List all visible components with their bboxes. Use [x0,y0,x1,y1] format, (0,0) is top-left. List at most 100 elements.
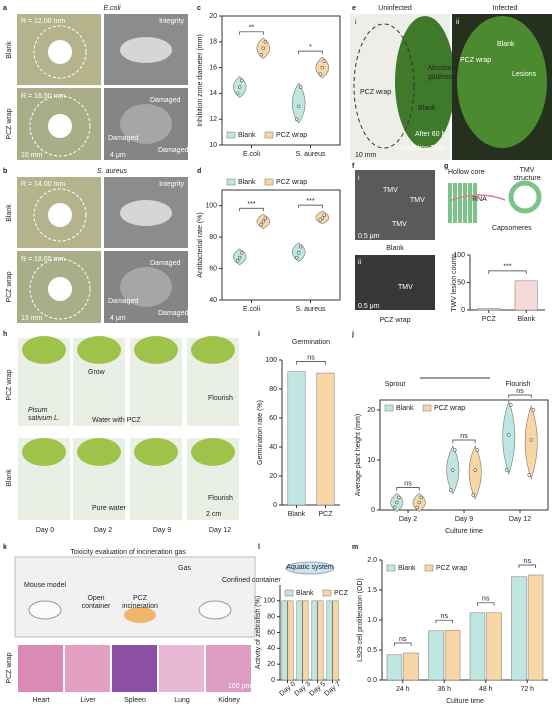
legend-label: PCZ wrap [276,179,307,186]
legend-label: Blank [396,405,414,412]
plot-frame [379,399,549,511]
y-tick-label: 10 [367,457,375,464]
leaf [457,16,547,148]
sprouts [191,438,235,466]
panel-label: i [258,331,260,338]
legend-swatch [284,589,294,597]
data-point [509,403,513,407]
panel-label: g [444,163,448,170]
sig-bracket [477,602,495,606]
sprouts [77,438,121,466]
x-tick-label: 36 h [437,686,451,693]
histology [112,645,157,692]
legend-label: PCZ wrap [434,405,465,412]
sig-bracket [239,207,264,212]
histology [65,645,110,692]
bar [296,600,303,681]
x-tick-label: 24 h [396,686,410,693]
bar [511,576,527,681]
photo-text: 0.5 μm [358,303,380,310]
data-point [473,468,477,472]
bar [326,600,333,681]
bar [514,280,538,311]
data-point [263,216,267,220]
leaf [395,16,455,148]
photo-text: Spleen [124,697,146,704]
photo-text: Blank [6,204,13,222]
photo-text: 0.5 μm [358,233,380,240]
annotation: *** [503,264,511,271]
capsomere [463,183,467,223]
y-axis-label: Antibacterial rate (%) [197,212,204,277]
photo-text: R = 14.00 mm [21,181,65,188]
annotation: ns [404,480,412,487]
photo-text: Damaged [108,298,138,305]
legend-swatch [422,404,432,412]
zone-ring [29,258,91,320]
data-point [263,40,267,44]
y-tick-label: 10 [209,142,217,149]
data-point [505,468,509,472]
annotation: ns [460,433,468,440]
legend-swatch [384,404,394,412]
photo-text: 10 mm [355,152,377,159]
zone-ring [33,188,87,242]
y-tick-label: 0 [371,507,375,514]
legend-label: Blank [398,565,416,572]
disc [48,277,72,301]
photo-text: After 60 h [415,131,445,138]
photo-text: Day 2 [94,527,112,534]
data-point [240,251,244,255]
bar [281,600,288,681]
y-axis-label: L929 cell proliferation (OD) [357,578,364,662]
sig-bracket [452,439,476,443]
cell [120,200,172,226]
data-point [393,505,397,510]
sprouts [22,336,66,364]
y-tick-label: 0 [461,307,465,314]
photo-text: incineration [122,603,158,610]
data-point [320,216,324,220]
y-tick-label: 20 [269,473,277,480]
y-tick-label: 0 [273,502,277,509]
annotation: ns [524,558,532,565]
legend-label: PCZ wrap [276,132,307,139]
photo-text: E.coli [103,5,121,12]
data-point [415,505,419,510]
legend-swatch [264,131,274,139]
bar [403,652,419,681]
bar [469,612,486,681]
sprouts [22,438,66,466]
data-point [318,72,322,76]
photo-text: Sprout [385,381,406,388]
panel-label: a [3,5,7,12]
tmv-ring [508,180,542,214]
photo-text: Inoculation TMV [395,145,446,152]
photo-text: Damaged [150,260,180,267]
disc [48,114,72,138]
x-tick-label: Day 12 [509,516,531,523]
photo-text: 4 μm [110,315,126,322]
y-axis-label: TWV lesion counts [451,253,458,312]
sig-bracket [239,31,264,35]
legend-label: Blank [296,590,314,597]
sprouts [77,336,121,364]
zone-ring [33,25,87,79]
y-tick-label: 50 [457,279,465,286]
photo-text: S. aureus [97,168,127,175]
plot-frame [221,15,341,146]
y-tick-label: 1.5 [367,587,377,594]
data-point [238,85,242,89]
bar [287,600,294,681]
disc [48,203,72,227]
y-tick-label: 80 [269,386,277,393]
mouse [198,600,232,620]
photo-text: PCZ wrap [6,369,13,400]
data-point [238,255,242,260]
x-axis-label: Culture time [446,698,484,705]
annotation: ns [307,354,315,361]
photo-text: Gas [178,565,191,572]
x-tick-label: S. aureus [296,151,326,158]
y-tick-label: 80 [209,234,217,241]
photo-text: PCZ wrap [6,271,13,302]
